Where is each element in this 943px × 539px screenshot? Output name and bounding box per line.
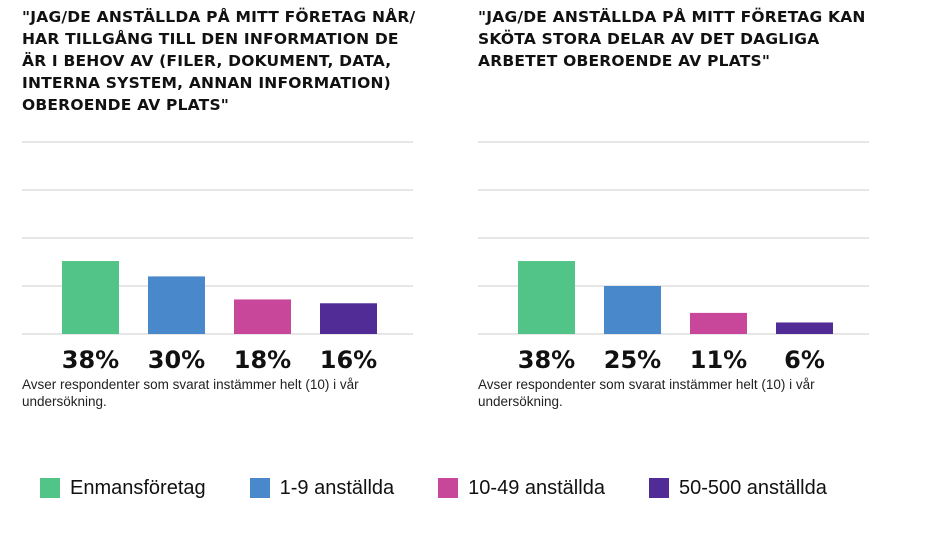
chart-title: "JAG/DE ANSTÄLLDA PÅ MITT FÖRETAG KAN SK… — [478, 8, 866, 70]
value-label: 38% — [518, 346, 575, 374]
legend-swatch — [648, 478, 669, 498]
legend-label: 10-49 anställda — [468, 476, 605, 499]
value-label: 25% — [604, 346, 661, 374]
chart-panel-left: "JAG/DE ANSTÄLLDA PÅ MITT FÖRETAG NÅR/ H… — [22, 0, 442, 430]
legend-item: 1-9 anställda — [249, 476, 395, 500]
value-label: 11% — [690, 346, 747, 374]
legend-item: Enmansföretag — [40, 477, 206, 500]
legend-label: 50-500 anställda — [678, 476, 827, 499]
legend-swatch — [438, 478, 459, 498]
bar-chart: 38% 25% 11% 6% — [478, 141, 869, 374]
value-label: 18% — [234, 346, 291, 374]
bar-chart: 38% 30% 18% 16% — [22, 141, 413, 374]
chart-footnote: Avser respondenter som svarat instämmer … — [478, 377, 815, 409]
chart-panel-right: "JAG/DE ANSTÄLLDA PÅ MITT FÖRETAG KAN SK… — [478, 0, 898, 430]
bar — [604, 286, 661, 334]
bar — [776, 322, 833, 334]
legend-label: 1-9 anställda — [279, 476, 395, 499]
bar — [320, 303, 377, 334]
value-label: 6% — [784, 346, 825, 374]
bar — [234, 299, 291, 334]
bar — [690, 312, 747, 334]
legend-swatch — [40, 478, 60, 498]
bar — [148, 276, 205, 334]
chart-footnote: Avser respondenter som svarat instämmer … — [22, 377, 359, 409]
legend-label: Enmansföretag — [70, 476, 206, 499]
value-label: 38% — [62, 346, 119, 374]
value-label: 16% — [320, 346, 377, 374]
value-label: 30% — [148, 346, 205, 374]
chart-title: "JAG/DE ANSTÄLLDA PÅ MITT FÖRETAG NÅR/ H… — [22, 8, 416, 114]
legend: Enmansföretag 1-9 anställda 10-49 anstäl… — [40, 474, 871, 502]
bar — [518, 261, 575, 334]
legend-swatch — [249, 478, 270, 498]
legend-item: 50-500 anställda — [648, 476, 827, 500]
bar — [62, 261, 119, 334]
legend-item: 10-49 anställda — [438, 477, 605, 500]
